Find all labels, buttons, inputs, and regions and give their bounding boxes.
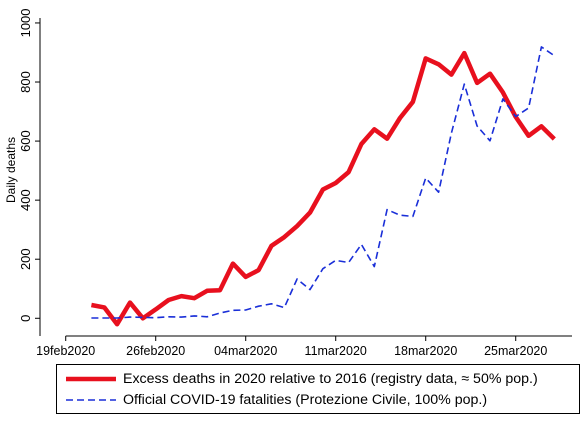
legend-item-official-fatalities: Official COVID-19 fatalities (Protezione… — [65, 390, 487, 410]
x-tick-label: 04mar2020 — [214, 344, 277, 358]
series-line-excess-deaths — [90, 50, 556, 327]
y-tick-label: 400 — [18, 189, 33, 211]
y-tick-label: 0 — [18, 315, 33, 322]
x-tick-label: 25mar2020 — [484, 344, 547, 358]
x-tick-label: 11mar2020 — [305, 344, 367, 358]
legend-swatch-official-fatalities — [66, 399, 116, 401]
x-tick-label: 19feb2020 — [36, 344, 95, 358]
x-tick-label: 18mar2020 — [394, 344, 457, 358]
y-tick-label: 600 — [18, 130, 33, 152]
x-tick-label: 26feb2020 — [126, 344, 185, 358]
legend-label-official-fatalities: Official COVID-19 fatalities (Protezione… — [123, 392, 488, 408]
legend-label-excess-deaths: Excess deaths in 2020 relative to 2016 (… — [123, 371, 538, 387]
series-line-official-fatalities — [91, 46, 555, 319]
y-tick-label: 800 — [18, 71, 33, 93]
y-tick-label: 1000 — [18, 8, 33, 37]
plot-area: 0 200 400 600 800 1000 19feb2020 26feb2020 04mar… — [18, 8, 572, 358]
legend-item-excess-deaths: Excess deaths in 2020 relative to 2016 (… — [65, 369, 538, 389]
y-axis-title: Daily deaths — [4, 137, 18, 203]
y-tick-label: 200 — [18, 248, 33, 270]
legend: Excess deaths in 2020 relative to 2016 (… — [56, 364, 580, 414]
legend-swatch-excess-deaths — [66, 376, 116, 382]
